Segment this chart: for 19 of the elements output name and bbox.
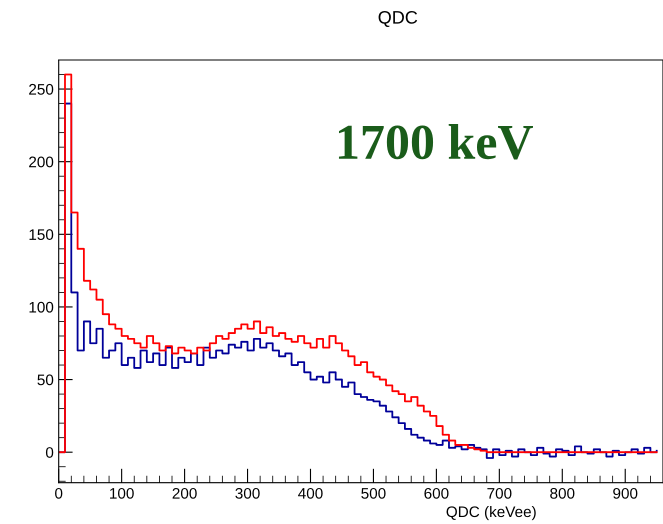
x-tick-label: 200 xyxy=(172,488,197,499)
x-tick-label: 500 xyxy=(361,488,386,499)
y-tick-label: 100 xyxy=(30,302,54,313)
y-tick-label: 250 xyxy=(29,84,54,95)
y-tick-label: 50 xyxy=(37,374,54,386)
y-tick-label: 200 xyxy=(29,156,54,168)
x-tick-label: 300 xyxy=(235,488,260,499)
x-tick-label: 600 xyxy=(424,488,449,499)
chart-title: QDC xyxy=(378,10,418,27)
annotation: 1700 keV xyxy=(338,124,534,160)
y-tick-label: 150 xyxy=(30,229,54,240)
x-axis-title: QDC (keVee) xyxy=(446,506,536,520)
x-tick-label: 100 xyxy=(110,488,134,499)
x-tick-label: 0 xyxy=(55,488,62,499)
x-tick-label: 900 xyxy=(613,488,638,499)
x-tick-label: 400 xyxy=(298,488,323,499)
x-tick-label: 800 xyxy=(550,488,574,499)
y-tick-label: 0 xyxy=(46,447,54,458)
x-tick-label: 700 xyxy=(487,488,512,499)
